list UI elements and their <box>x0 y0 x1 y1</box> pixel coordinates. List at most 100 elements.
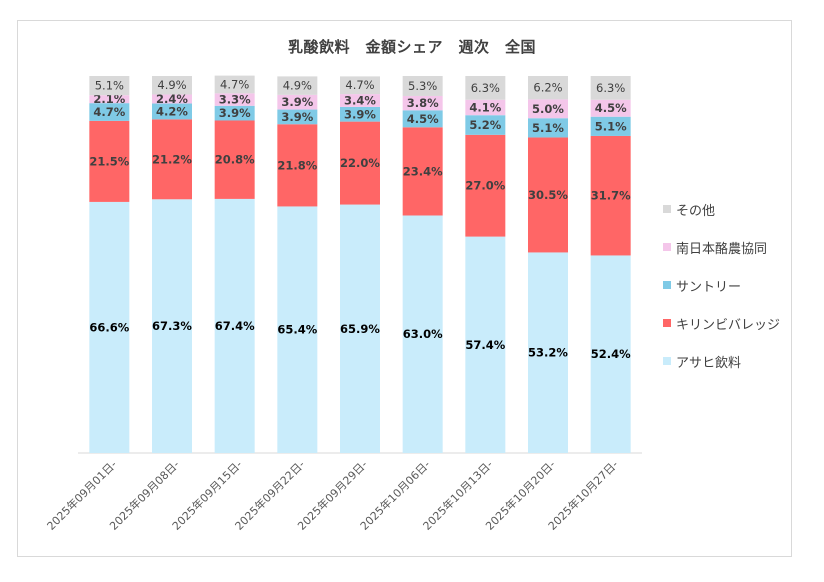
bar-segment <box>590 255 631 453</box>
data-label: 5.1% <box>595 119 627 133</box>
data-label: 4.1% <box>469 100 501 114</box>
legend-swatch <box>663 281 671 289</box>
bar-segment <box>277 94 318 110</box>
legend-item-suntory: サントリー <box>663 276 742 295</box>
bar-segment <box>152 76 192 95</box>
data-label: 21.2% <box>152 152 192 166</box>
data-label: 52.4% <box>591 347 631 361</box>
bar-segment <box>402 76 443 96</box>
data-label: 4.9% <box>157 78 186 92</box>
bar-segment <box>89 76 130 96</box>
legend-item-minami-nihon: 南日本酪農協同 <box>663 238 768 257</box>
bar-segment <box>402 127 443 216</box>
data-label: 6.3% <box>471 81 500 95</box>
data-label: 3.9% <box>219 106 251 120</box>
bar-segment <box>402 95 443 111</box>
data-label: 30.5% <box>528 188 568 202</box>
data-label: 3.9% <box>281 95 313 109</box>
legend-item-kirin: キリンビバレッジ <box>663 314 781 333</box>
legend-swatch <box>663 243 671 251</box>
legend-label: その他 <box>676 203 716 219</box>
data-label: 2.4% <box>156 92 188 106</box>
data-label: 4.5% <box>595 101 627 115</box>
data-label: 66.6% <box>89 320 129 334</box>
data-label: 3.3% <box>219 93 251 107</box>
data-label: 4.2% <box>156 104 188 118</box>
bar-segment <box>152 94 192 104</box>
bar-segment <box>590 99 631 117</box>
bar-segment <box>590 116 631 136</box>
data-label: 57.4% <box>465 338 505 352</box>
bar-segment <box>590 135 631 256</box>
bar-segment <box>465 134 506 237</box>
legend-swatch <box>663 205 671 213</box>
data-label: 65.9% <box>340 322 380 336</box>
data-label: 3.9% <box>344 107 376 121</box>
data-label: 21.8% <box>277 158 317 172</box>
bar-segment <box>340 204 380 453</box>
bar-segment <box>89 201 130 453</box>
data-label: 53.2% <box>528 346 568 360</box>
data-label: 4.5% <box>407 112 439 126</box>
bar-segment <box>528 137 568 253</box>
data-label: 4.9% <box>283 79 312 93</box>
bar-segment <box>214 198 255 453</box>
data-label: 27.0% <box>465 179 505 193</box>
data-label: 5.0% <box>532 102 564 116</box>
bar-segment <box>89 103 130 121</box>
legend-label: サントリー <box>676 279 742 295</box>
bar-segment <box>465 99 506 116</box>
data-label: 3.8% <box>407 96 439 110</box>
data-label: 4.7% <box>220 77 249 91</box>
data-label: 3.9% <box>281 110 313 124</box>
bar-segment <box>152 199 192 453</box>
bar-segment <box>214 105 255 121</box>
bar-segment <box>340 121 380 205</box>
data-label: 20.8% <box>215 153 255 167</box>
data-label: 6.3% <box>596 81 625 95</box>
bar-segment <box>89 95 130 104</box>
legend-item-asahi: アサヒ飲料 <box>663 352 742 371</box>
data-label: 63.0% <box>403 327 443 341</box>
data-label: 23.4% <box>403 164 443 178</box>
data-label: 4.7% <box>345 78 374 92</box>
bar-segment <box>277 109 318 125</box>
bar-segment <box>465 76 506 100</box>
data-label: 5.2% <box>469 118 501 132</box>
bar-segment <box>152 119 192 200</box>
bar-segment <box>214 93 255 106</box>
data-label: 67.4% <box>215 319 255 333</box>
legend-swatch <box>663 357 671 365</box>
data-label: 31.7% <box>591 189 631 203</box>
bar-segment <box>465 236 506 453</box>
data-label: 65.4% <box>277 323 317 337</box>
bar-segment <box>465 115 506 135</box>
bar-segment <box>277 206 318 453</box>
bar-segment <box>590 76 631 100</box>
legend-label: キリンビバレッジ <box>676 317 781 333</box>
data-label: 21.5% <box>89 154 129 168</box>
bar-segment <box>340 76 380 95</box>
bar-segment <box>152 103 192 120</box>
bar-segment <box>402 110 443 128</box>
legend-item-other: その他 <box>663 200 716 219</box>
bar-segment <box>528 118 568 138</box>
data-label: 5.1% <box>532 121 564 135</box>
bar-segment <box>89 120 130 202</box>
legend-label: 南日本酪農協同 <box>676 241 768 257</box>
bar-segment <box>214 75 255 94</box>
data-label: 2.1% <box>93 92 125 106</box>
data-label: 5.3% <box>408 79 437 93</box>
data-label: 67.3% <box>152 319 192 333</box>
bar-segment <box>528 252 568 453</box>
data-label: 6.2% <box>533 81 562 95</box>
chart-title: 乳酸飲料 金額シェア 週次 全国 <box>287 38 536 56</box>
bar-segment <box>277 76 318 95</box>
data-label: 3.4% <box>344 94 376 108</box>
data-label: 22.0% <box>340 156 380 170</box>
bar-segment <box>340 94 380 107</box>
data-label: 5.1% <box>95 79 124 93</box>
bar-segment <box>340 106 380 122</box>
legend-label: アサヒ飲料 <box>676 355 742 371</box>
